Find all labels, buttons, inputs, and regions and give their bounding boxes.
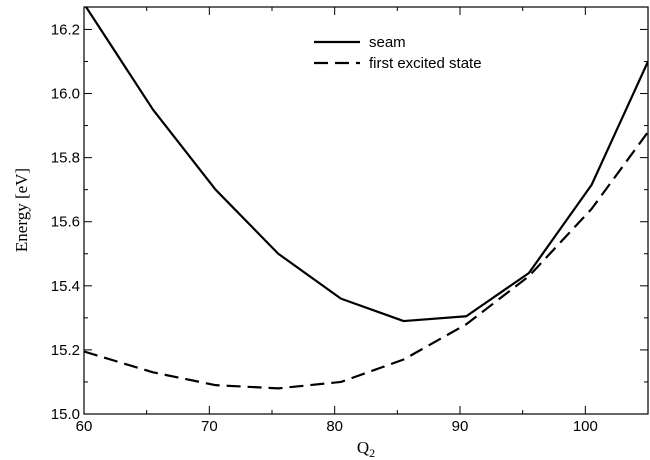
series-line-first-excited-state	[84, 131, 648, 390]
y-tick-label: 15.2	[51, 342, 80, 359]
x-tick-label: 90	[452, 418, 469, 435]
y-tick-label: 15.0	[51, 406, 80, 423]
axis-ticks	[83, 7, 648, 415]
x-tick-label: 80	[326, 418, 343, 435]
y-tick-label: 16.2	[51, 21, 80, 38]
legend-label: first excited state	[369, 55, 482, 72]
x-tick-label: 70	[201, 418, 218, 435]
x-axis-label: Q2	[357, 438, 375, 460]
legend: seam first excited state	[314, 34, 482, 72]
series-lines	[84, 7, 648, 390]
y-tick-label: 15.8	[51, 150, 80, 167]
series-line-seam	[84, 7, 648, 323]
legend-label: seam	[369, 34, 406, 51]
y-axis-label: Energy [eV]	[12, 168, 31, 252]
plot-frame	[83, 6, 649, 415]
y-tick-label: 16.0	[51, 86, 80, 103]
x-tick-label: 100	[573, 418, 598, 435]
x-tick-label: 60	[76, 418, 93, 435]
y-tick-label: 15.6	[51, 214, 80, 231]
y-tick-label: 15.4	[51, 278, 80, 295]
tick-labels: 60 70 80 90 100 15.0 15.2 15.4 15.6 15.8 16.0 16.2	[51, 21, 598, 435]
